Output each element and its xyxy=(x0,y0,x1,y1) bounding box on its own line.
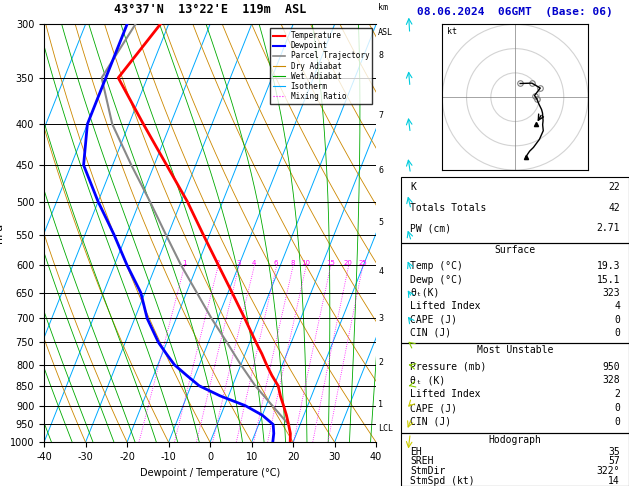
Text: 0: 0 xyxy=(614,403,620,413)
Text: 2.71: 2.71 xyxy=(596,223,620,233)
Text: StmDir: StmDir xyxy=(410,466,446,476)
Text: K: K xyxy=(410,182,416,192)
Text: 7: 7 xyxy=(378,111,383,120)
Text: 2: 2 xyxy=(378,358,383,367)
Text: SREH: SREH xyxy=(410,456,434,467)
Text: 322°: 322° xyxy=(596,466,620,476)
Text: Surface: Surface xyxy=(494,245,536,256)
Text: Pressure (mb): Pressure (mb) xyxy=(410,362,487,372)
Bar xyxy=(401,433,629,486)
Text: 8: 8 xyxy=(291,260,295,266)
Text: 43°37'N  13°22'E  119m  ASL: 43°37'N 13°22'E 119m ASL xyxy=(114,3,306,16)
Text: 14: 14 xyxy=(608,476,620,486)
Text: 10: 10 xyxy=(301,260,310,266)
Text: StmSpd (kt): StmSpd (kt) xyxy=(410,476,475,486)
Text: θₜ(K): θₜ(K) xyxy=(410,288,440,298)
Text: 1: 1 xyxy=(378,400,383,409)
Text: CAPE (J): CAPE (J) xyxy=(410,314,457,325)
Text: Totals Totals: Totals Totals xyxy=(410,203,487,213)
Text: 19.3: 19.3 xyxy=(596,261,620,271)
Text: CIN (J): CIN (J) xyxy=(410,417,452,427)
Text: 0: 0 xyxy=(614,328,620,338)
Text: 5: 5 xyxy=(378,218,383,227)
Text: 1: 1 xyxy=(182,260,186,266)
Text: CAPE (J): CAPE (J) xyxy=(410,403,457,413)
Text: 2: 2 xyxy=(216,260,220,266)
Bar xyxy=(401,177,629,243)
Text: 08.06.2024  06GMT  (Base: 06): 08.06.2024 06GMT (Base: 06) xyxy=(417,7,613,17)
Text: 22: 22 xyxy=(608,182,620,192)
Text: 323: 323 xyxy=(602,288,620,298)
Text: 15.1: 15.1 xyxy=(596,275,620,285)
Text: ASL: ASL xyxy=(378,29,393,37)
Text: 3: 3 xyxy=(378,314,383,323)
Text: 950: 950 xyxy=(602,362,620,372)
Text: 6: 6 xyxy=(274,260,279,266)
Text: 3: 3 xyxy=(237,260,241,266)
Bar xyxy=(401,343,629,433)
X-axis label: Dewpoint / Temperature (°C): Dewpoint / Temperature (°C) xyxy=(140,468,280,478)
Text: Lifted Index: Lifted Index xyxy=(410,389,481,399)
Text: Hodograph: Hodograph xyxy=(489,435,542,445)
Text: EH: EH xyxy=(410,447,422,457)
Text: 25: 25 xyxy=(358,260,367,266)
Text: 4: 4 xyxy=(614,301,620,311)
Text: Lifted Index: Lifted Index xyxy=(410,301,481,311)
Text: 6: 6 xyxy=(378,166,383,175)
Text: 20: 20 xyxy=(344,260,353,266)
Legend: Temperature, Dewpoint, Parcel Trajectory, Dry Adiabat, Wet Adiabat, Isotherm, Mi: Temperature, Dewpoint, Parcel Trajectory… xyxy=(270,28,372,104)
Text: CIN (J): CIN (J) xyxy=(410,328,452,338)
Text: 0: 0 xyxy=(614,314,620,325)
Text: Temp (°C): Temp (°C) xyxy=(410,261,464,271)
Text: km: km xyxy=(378,3,388,12)
Text: Dewp (°C): Dewp (°C) xyxy=(410,275,464,285)
Y-axis label: hPa: hPa xyxy=(0,223,4,243)
Text: PW (cm): PW (cm) xyxy=(410,223,452,233)
Text: Most Unstable: Most Unstable xyxy=(477,345,554,355)
Text: 8: 8 xyxy=(378,51,383,60)
Text: 4: 4 xyxy=(378,267,383,277)
Text: 15: 15 xyxy=(326,260,335,266)
Text: 2: 2 xyxy=(614,389,620,399)
Text: θₜ (K): θₜ (K) xyxy=(410,376,446,385)
Text: LCL: LCL xyxy=(378,424,393,433)
Text: 328: 328 xyxy=(602,376,620,385)
Text: 42: 42 xyxy=(608,203,620,213)
Bar xyxy=(401,243,629,343)
Text: 0: 0 xyxy=(614,417,620,427)
Text: 4: 4 xyxy=(252,260,256,266)
Text: 35: 35 xyxy=(608,447,620,457)
Text: 57: 57 xyxy=(608,456,620,467)
